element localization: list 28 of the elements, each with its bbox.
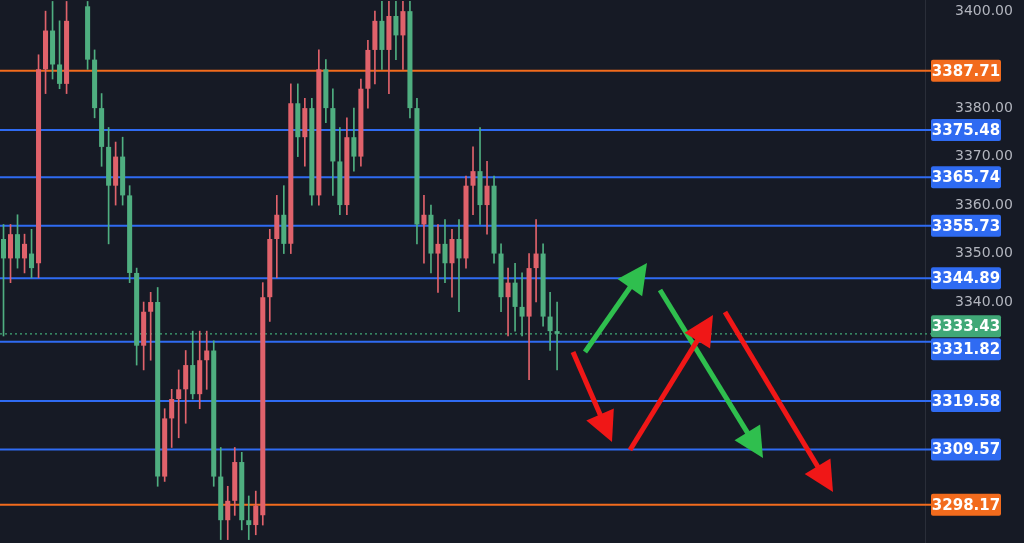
y-tick-label: 3380.00 — [955, 98, 1013, 115]
candlestick — [204, 330, 210, 390]
candlestick — [554, 301, 560, 371]
candlestick — [421, 195, 427, 264]
y-tick-label: 3350.00 — [955, 244, 1013, 261]
ref-line-label: 3333.43 — [931, 317, 1001, 336]
ref-line-label: 3344.89 — [931, 269, 1001, 288]
ref-line-label: 3355.73 — [931, 216, 1001, 235]
candlestick — [456, 219, 462, 313]
ref-line-label: 3365.74 — [931, 168, 1001, 187]
y-tick-label: 3360.00 — [955, 195, 1013, 212]
y-tick-label: 3400.00 — [955, 1, 1013, 18]
candlestick — [246, 495, 252, 540]
y-tick-label: 3340.00 — [955, 292, 1013, 309]
ref-line-label: 3319.58 — [931, 391, 1001, 410]
candlestick — [435, 224, 441, 293]
candlestick — [470, 146, 476, 216]
ref-line-label: 3298.17 — [931, 495, 1001, 514]
ref-line-label: 3309.57 — [931, 440, 1001, 459]
ref-line-label: 3331.82 — [931, 340, 1001, 359]
ref-line-label: 3387.71 — [931, 61, 1001, 80]
candlestick — [519, 272, 525, 337]
candlestick — [547, 292, 553, 351]
candlestick — [176, 369, 182, 439]
y-tick-label: 3370.00 — [955, 147, 1013, 164]
candlestick — [533, 219, 539, 303]
ref-line-label: 3375.48 — [931, 120, 1001, 139]
candlestick — [505, 267, 511, 337]
